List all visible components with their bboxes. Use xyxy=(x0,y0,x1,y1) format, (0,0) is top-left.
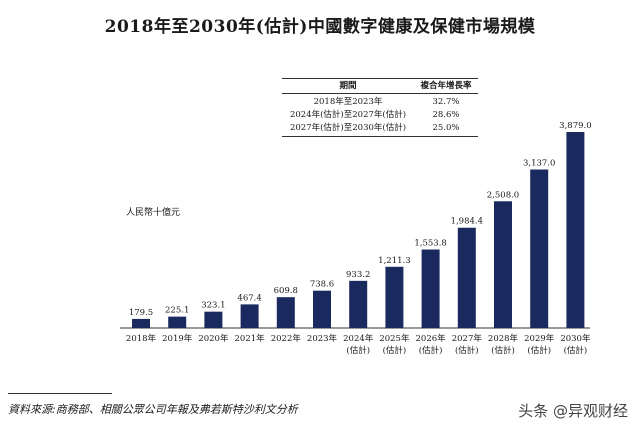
bar xyxy=(421,249,440,328)
cagr-header-row: 期間 複合年增長率 xyxy=(282,79,478,94)
x-tick-label: 2029年 xyxy=(524,333,555,344)
x-tick-label: 2027年 xyxy=(452,333,483,344)
x-tick-label: (估計) xyxy=(346,345,370,356)
y-axis-unit-label: 人民幣十億元 xyxy=(126,208,181,218)
cagr-row: 2024年(估計)至2027年(估計) 28.6% xyxy=(282,109,478,122)
bar-value-label: 738.6 xyxy=(310,280,334,290)
bar-value-label: 3,879.0 xyxy=(559,121,591,131)
cagr-period: 2018年至2023年 xyxy=(313,97,383,107)
bar xyxy=(240,304,259,328)
bar-value-label: 1,984.4 xyxy=(451,217,483,227)
cagr-period: 2027年(估計)至2030年(估計) xyxy=(289,123,407,133)
cagr-header-period: 期間 xyxy=(339,81,357,91)
bar-value-label: 225.1 xyxy=(165,306,189,316)
bar-value-label: 933.2 xyxy=(346,270,370,280)
cagr-header-rate: 複合年增長率 xyxy=(420,81,472,91)
bar xyxy=(457,227,476,328)
x-tick-label: 2019年 xyxy=(162,333,193,344)
bar xyxy=(385,266,404,328)
x-tick-label: 2018年 xyxy=(126,333,157,344)
x-tick-label: 2020年 xyxy=(198,333,229,344)
bar xyxy=(566,132,585,328)
bar-value-label: 609.8 xyxy=(274,286,298,296)
bar-value-label: 323.1 xyxy=(201,301,225,311)
chart-title: 2018年至2030年(估計)中國數字健康及保健市場規模 xyxy=(104,17,536,37)
bar xyxy=(530,169,549,328)
x-tick-label: 2026年 xyxy=(416,333,447,344)
bar xyxy=(276,297,295,328)
bar-value-label: 3,137.0 xyxy=(523,158,555,168)
cagr-rate: 28.6% xyxy=(432,110,460,120)
x-tick-label: 2021年 xyxy=(235,333,266,344)
bar xyxy=(168,316,187,328)
bar-value-label: 2,508.0 xyxy=(487,190,519,200)
x-tick-label: (估計) xyxy=(491,345,515,356)
x-tick-label: 2024年 xyxy=(343,333,374,344)
bar-value-label: 1,211.3 xyxy=(378,256,410,266)
x-tick-label: 2022年 xyxy=(271,333,302,344)
cagr-period: 2024年(估計)至2027年(估計) xyxy=(289,110,407,120)
bar xyxy=(313,290,331,328)
x-tick-label: 2030年 xyxy=(560,333,591,344)
bar xyxy=(349,280,368,328)
x-tick-label: (估計) xyxy=(383,345,407,356)
cagr-rate: 25.0% xyxy=(432,123,460,133)
x-tick-label: 2023年 xyxy=(307,333,338,344)
cagr-row: 2018年至2023年 32.7% xyxy=(282,96,478,109)
bar xyxy=(494,201,512,328)
x-tick-label: (估計) xyxy=(419,345,443,356)
x-tick-label: (估計) xyxy=(564,345,588,356)
source-divider xyxy=(8,393,112,394)
cagr-table: 期間 複合年增長率 2018年至2023年 32.7% 2024年(估計)至20… xyxy=(282,78,478,137)
x-tick-label: (估計) xyxy=(527,345,551,356)
cagr-row: 2027年(估計)至2030年(估計) 25.0% xyxy=(282,122,478,135)
x-tick-label: (估計) xyxy=(455,345,479,356)
bar-value-label: 467.4 xyxy=(237,293,261,303)
x-tick-label: 2028年 xyxy=(488,333,519,344)
cagr-rate: 32.7% xyxy=(432,97,460,107)
bar-value-label: 179.5 xyxy=(129,308,153,318)
source-note: 資料來源:商務部、相關公眾公司年報及弗若斯特沙利文分析 xyxy=(8,403,298,416)
bar xyxy=(132,318,150,328)
x-tick-label: 2025年 xyxy=(379,333,410,344)
bar xyxy=(204,311,223,328)
bar-value-label: 1,553.8 xyxy=(414,238,446,248)
watermark: 头条 @异观财经 xyxy=(518,402,628,420)
